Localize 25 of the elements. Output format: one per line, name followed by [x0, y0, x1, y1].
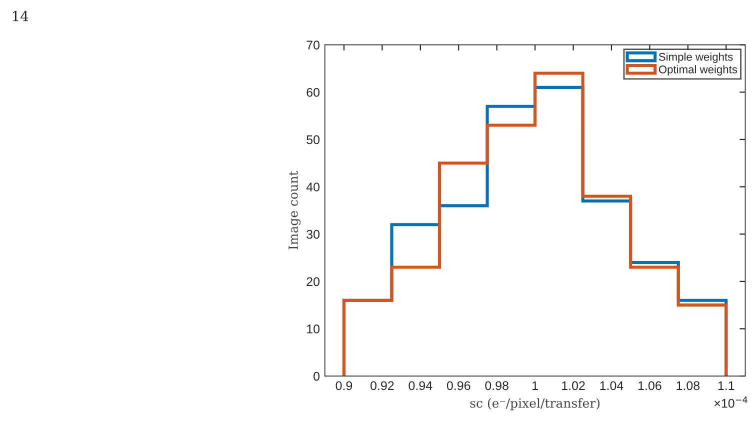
- x-tick-label: 1: [532, 381, 538, 390]
- y-tick-label: 40: [306, 182, 320, 192]
- x-tick-label: 1.02: [562, 381, 585, 390]
- y-tick-label: 30: [306, 230, 320, 239]
- y-tick-label: 50: [306, 135, 320, 144]
- x-tick-label: 0.9: [336, 381, 352, 390]
- y-tick-label: 10: [307, 324, 320, 334]
- x-axis-title: sc (e⁻/pixel/transfer): [470, 398, 600, 410]
- x-tick-label: 1.1: [718, 381, 734, 390]
- y-tick-label: 60: [306, 88, 320, 97]
- text: ×10$^{−4}$: [714, 396, 748, 408]
- legend-label: Simple weights: [658, 52, 733, 63]
- y-tick-label: 70: [306, 40, 320, 50]
- legend-label: Optimal weights: [658, 65, 738, 76]
- x-tick-label: 1.06: [638, 381, 662, 390]
- x-tick-label: 1.04: [600, 381, 624, 390]
- x-tick-label: 1.08: [676, 381, 700, 390]
- x-tick-label: 0.96: [446, 381, 470, 390]
- y-tick-label: 20: [306, 277, 320, 286]
- text: 14: [12, 10, 28, 22]
- x-tick-label: 0.98: [485, 381, 508, 390]
- x-tick-label: 0.92: [370, 381, 394, 390]
- x-tick-label: 0.94: [408, 381, 432, 390]
- y-axis-title: Image count: [288, 170, 301, 250]
- y-tick-label: 0: [314, 372, 320, 381]
